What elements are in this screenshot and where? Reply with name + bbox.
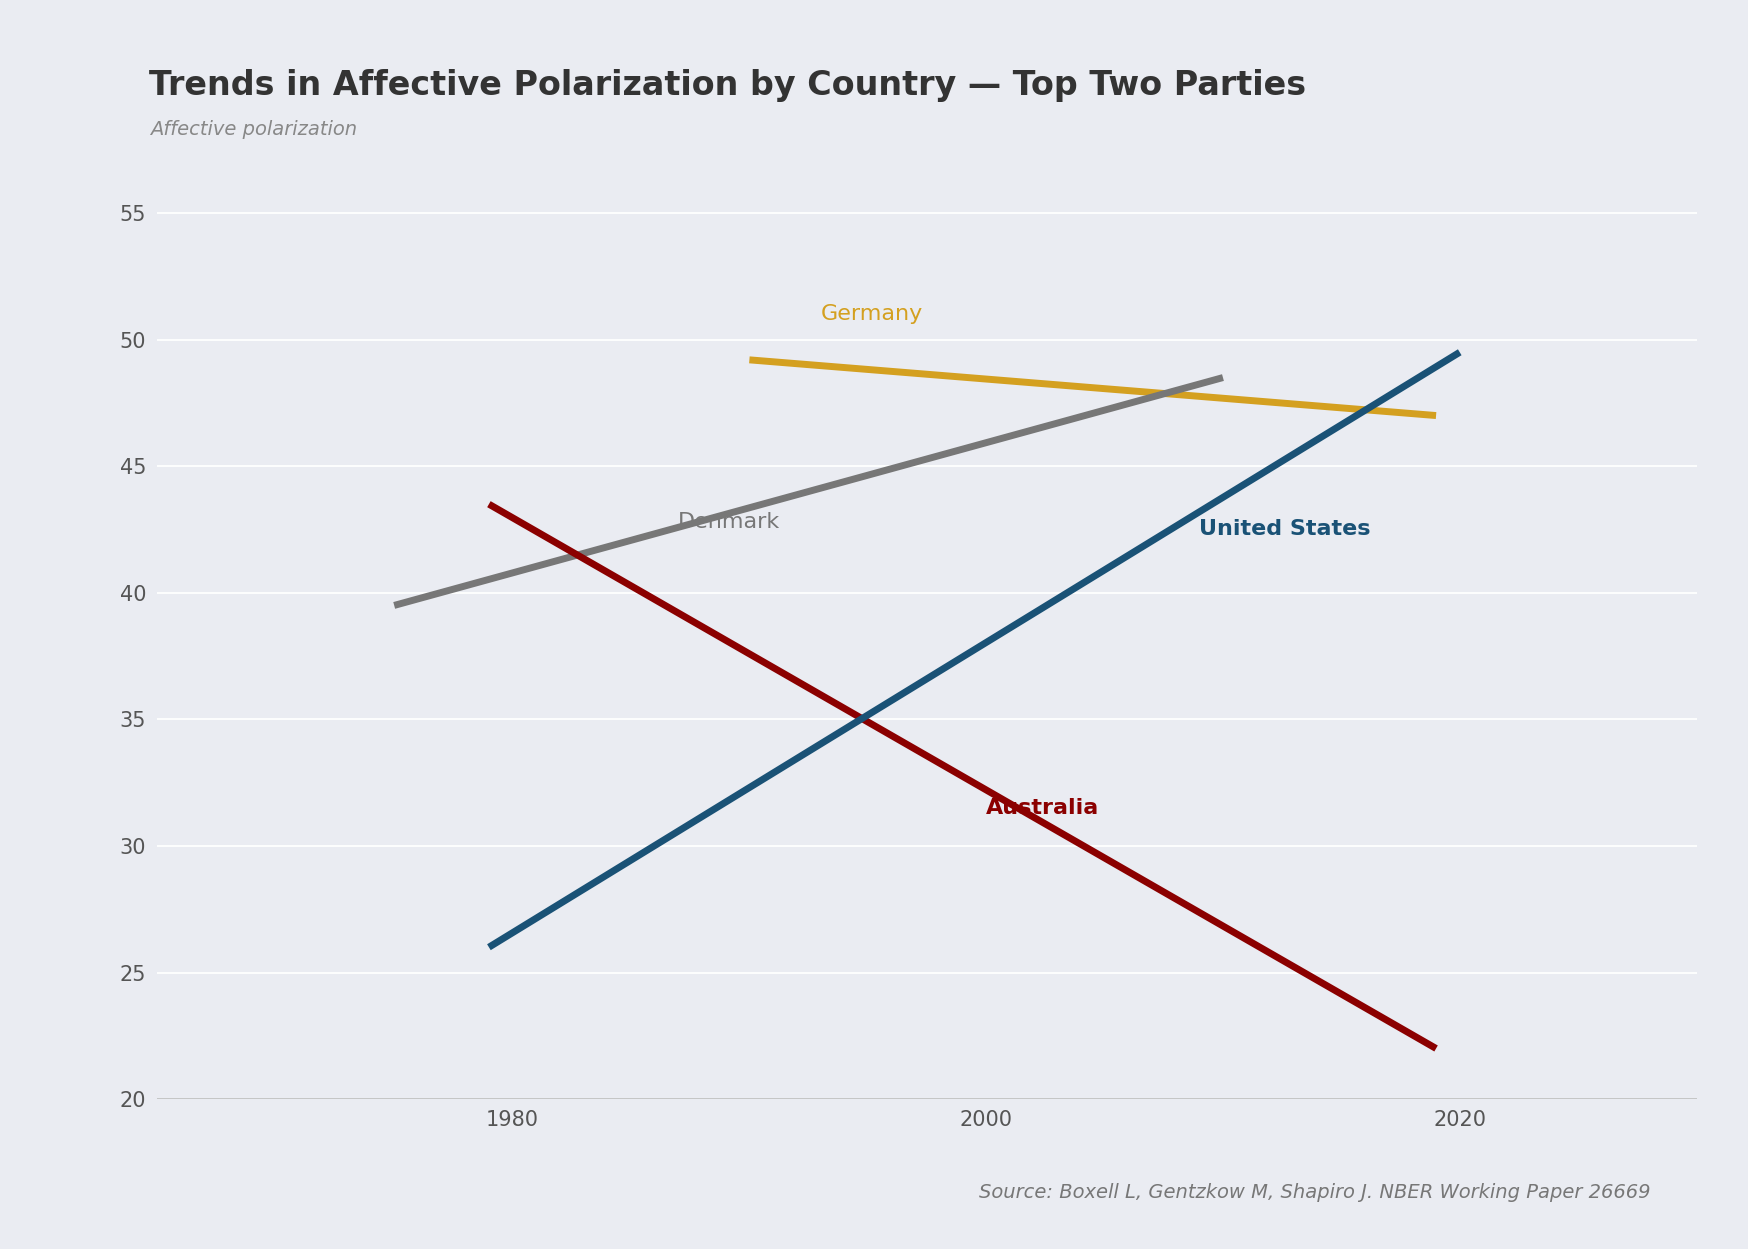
- Text: Trends in Affective Polarization by Country — Top Two Parties: Trends in Affective Polarization by Coun…: [149, 69, 1306, 101]
- Text: Australia: Australia: [986, 798, 1099, 818]
- Text: Source: Boxell L, Gentzkow M, Shapiro J. NBER Working Paper 26669: Source: Boxell L, Gentzkow M, Shapiro J.…: [979, 1183, 1650, 1202]
- Text: Affective polarization: Affective polarization: [150, 120, 357, 139]
- Text: United States: United States: [1199, 520, 1370, 540]
- Text: Germany: Germany: [820, 305, 923, 325]
- Text: Denmark: Denmark: [678, 512, 780, 532]
